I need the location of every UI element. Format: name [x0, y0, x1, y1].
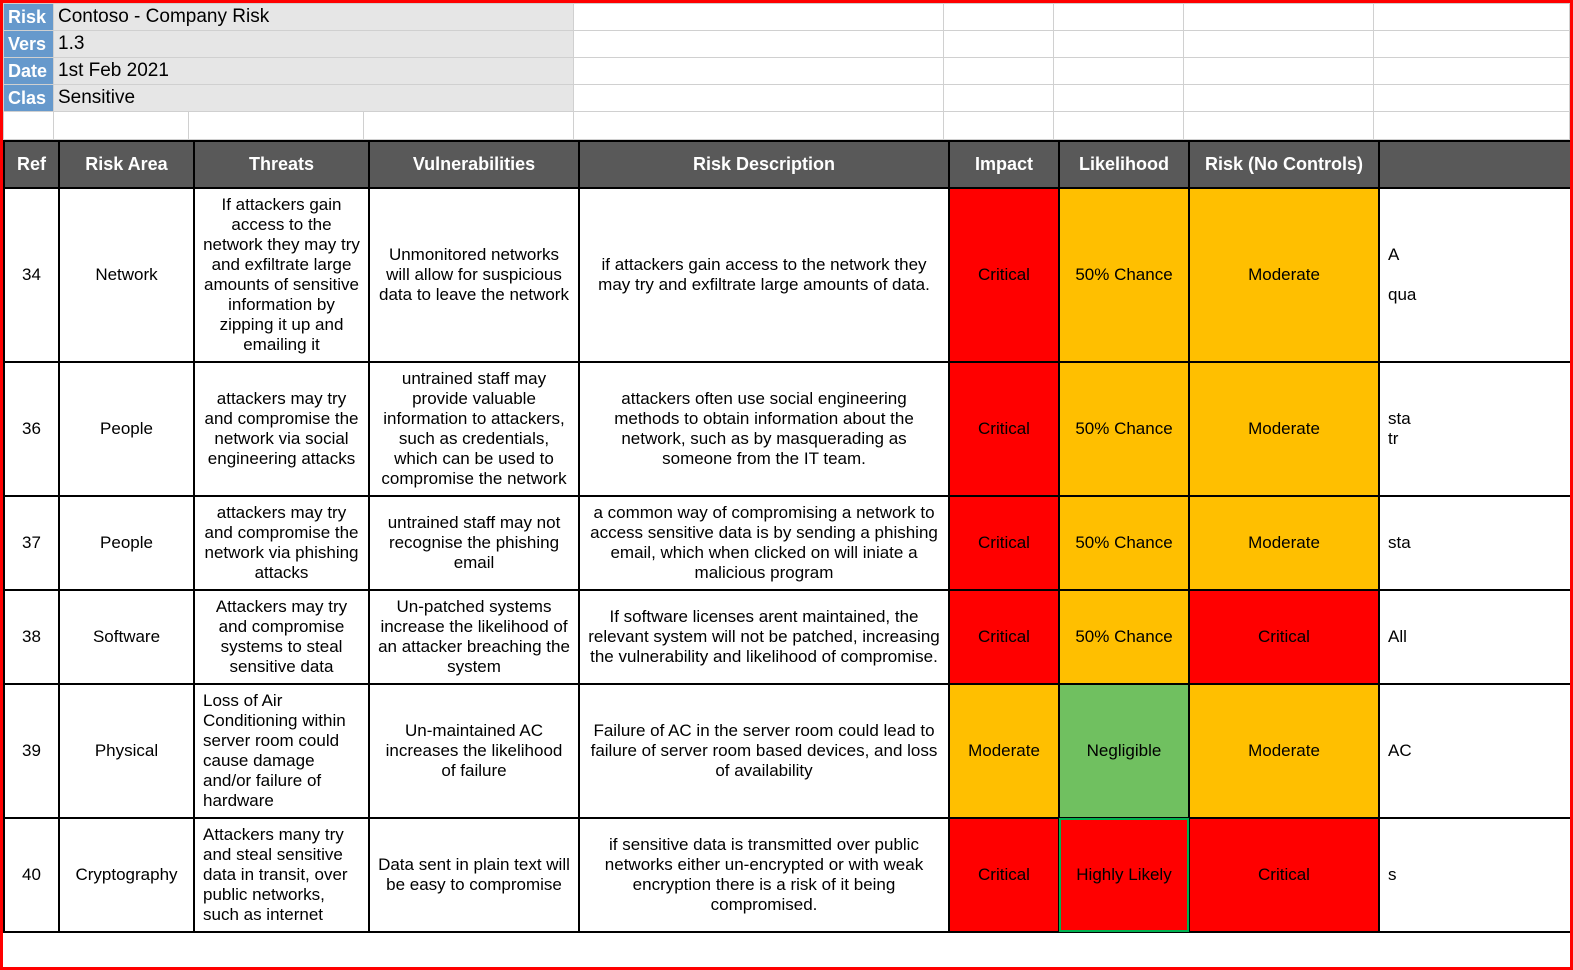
meta-value-clas[interactable]: Sensitive — [54, 85, 574, 112]
cell-description[interactable]: if attackers gain access to the network … — [579, 188, 949, 362]
col-likelihood[interactable]: Likelihood — [1059, 141, 1189, 188]
cell-impact[interactable]: Critical — [949, 818, 1059, 932]
cell-risk-area[interactable]: Software — [59, 590, 194, 684]
meta-value-risk[interactable]: Contoso - Company Risk — [54, 4, 574, 31]
risk-table: Ref Risk Area Threats Vulnerabilities Ri… — [3, 140, 1573, 933]
cell-threat[interactable]: Attackers may try and compromise systems… — [194, 590, 369, 684]
col-desc[interactable]: Risk Description — [579, 141, 949, 188]
cell-risk-no-controls[interactable]: Moderate — [1189, 496, 1379, 590]
meta-label-clas: Clas — [4, 85, 54, 112]
col-threats[interactable]: Threats — [194, 141, 369, 188]
cell-overflow[interactable]: s — [1379, 818, 1573, 932]
cell-likelihood[interactable]: 50% Chance — [1059, 496, 1189, 590]
cell-vulnerability[interactable]: Un-patched systems increase the likeliho… — [369, 590, 579, 684]
col-risk-nc[interactable]: Risk (No Controls) — [1189, 141, 1379, 188]
table-row[interactable]: 34NetworkIf attackers gain access to the… — [4, 188, 1573, 362]
cell-vulnerability[interactable]: untrained staff may not recognise the ph… — [369, 496, 579, 590]
cell-ref[interactable]: 40 — [4, 818, 59, 932]
cell-description[interactable]: a common way of compromising a network t… — [579, 496, 949, 590]
cell-overflow[interactable]: All — [1379, 590, 1573, 684]
cell-risk-no-controls[interactable]: Moderate — [1189, 684, 1379, 818]
table-row[interactable]: 38SoftwareAttackers may try and compromi… — [4, 590, 1573, 684]
cell-overflow[interactable]: sta — [1379, 496, 1573, 590]
cell-vulnerability[interactable]: Un-maintained AC increases the likelihoo… — [369, 684, 579, 818]
table-row[interactable]: 36Peopleattackers may try and compromise… — [4, 362, 1573, 496]
cell-ref[interactable]: 38 — [4, 590, 59, 684]
cell-risk-no-controls[interactable]: Moderate — [1189, 188, 1379, 362]
table-row[interactable]: 37Peopleattackers may try and compromise… — [4, 496, 1573, 590]
table-row[interactable]: 40CryptographyAttackers many try and ste… — [4, 818, 1573, 932]
cell-likelihood[interactable]: 50% Chance — [1059, 590, 1189, 684]
cell-description[interactable]: If software licenses arent maintained, t… — [579, 590, 949, 684]
cell-threat[interactable]: Loss of Air Conditioning within server r… — [194, 684, 369, 818]
risk-table-header-row: Ref Risk Area Threats Vulnerabilities Ri… — [4, 141, 1573, 188]
cell-threat[interactable]: Attackers many try and steal sensitive d… — [194, 818, 369, 932]
cell-overflow[interactable]: sta tr — [1379, 362, 1573, 496]
cell-impact[interactable]: Critical — [949, 362, 1059, 496]
cell-risk-area[interactable]: Network — [59, 188, 194, 362]
cell-likelihood[interactable]: Negligible — [1059, 684, 1189, 818]
cell-risk-area[interactable]: People — [59, 362, 194, 496]
col-vuln[interactable]: Vulnerabilities — [369, 141, 579, 188]
cell-vulnerability[interactable]: Unmonitored networks will allow for susp… — [369, 188, 579, 362]
meta-label-risk: Risk — [4, 4, 54, 31]
col-risk-area[interactable]: Risk Area — [59, 141, 194, 188]
risk-register-frame: Risk Contoso - Company Risk Vers 1.3 Dat… — [0, 0, 1573, 970]
cell-risk-area[interactable]: Cryptography — [59, 818, 194, 932]
cell-risk-area[interactable]: People — [59, 496, 194, 590]
cell-vulnerability[interactable]: untrained staff may provide valuable inf… — [369, 362, 579, 496]
col-overflow[interactable] — [1379, 141, 1573, 188]
meta-label-date: Date — [4, 58, 54, 85]
cell-ref[interactable]: 34 — [4, 188, 59, 362]
cell-risk-no-controls[interactable]: Critical — [1189, 590, 1379, 684]
cell-threat[interactable]: attackers may try and compromise the net… — [194, 362, 369, 496]
meta-value-date[interactable]: 1st Feb 2021 — [54, 58, 574, 85]
cell-vulnerability[interactable]: Data sent in plain text will be easy to … — [369, 818, 579, 932]
cell-risk-no-controls[interactable]: Moderate — [1189, 362, 1379, 496]
cell-risk-no-controls[interactable]: Critical — [1189, 818, 1379, 932]
col-ref[interactable]: Ref — [4, 141, 59, 188]
cell-threat[interactable]: attackers may try and compromise the net… — [194, 496, 369, 590]
meta-grid: Risk Contoso - Company Risk Vers 1.3 Dat… — [3, 3, 1570, 140]
cell-description[interactable]: attackers often use social engineering m… — [579, 362, 949, 496]
cell-likelihood[interactable]: 50% Chance — [1059, 188, 1189, 362]
cell-description[interactable]: Failure of AC in the server room could l… — [579, 684, 949, 818]
cell-risk-area[interactable]: Physical — [59, 684, 194, 818]
cell-likelihood[interactable]: 50% Chance — [1059, 362, 1189, 496]
meta-label-vers: Vers — [4, 31, 54, 58]
cell-impact[interactable]: Moderate — [949, 684, 1059, 818]
cell-likelihood[interactable]: Highly Likely — [1059, 818, 1189, 932]
cell-ref[interactable]: 39 — [4, 684, 59, 818]
col-impact[interactable]: Impact — [949, 141, 1059, 188]
cell-impact[interactable]: Critical — [949, 590, 1059, 684]
cell-impact[interactable]: Critical — [949, 496, 1059, 590]
cell-ref[interactable]: 36 — [4, 362, 59, 496]
cell-description[interactable]: if sensitive data is transmitted over pu… — [579, 818, 949, 932]
cell-ref[interactable]: 37 — [4, 496, 59, 590]
cell-overflow[interactable]: AC — [1379, 684, 1573, 818]
cell-overflow[interactable]: A qua — [1379, 188, 1573, 362]
cell-threat[interactable]: If attackers gain access to the network … — [194, 188, 369, 362]
meta-value-vers[interactable]: 1.3 — [54, 31, 574, 58]
cell-impact[interactable]: Critical — [949, 188, 1059, 362]
table-row[interactable]: 39PhysicalLoss of Air Conditioning withi… — [4, 684, 1573, 818]
